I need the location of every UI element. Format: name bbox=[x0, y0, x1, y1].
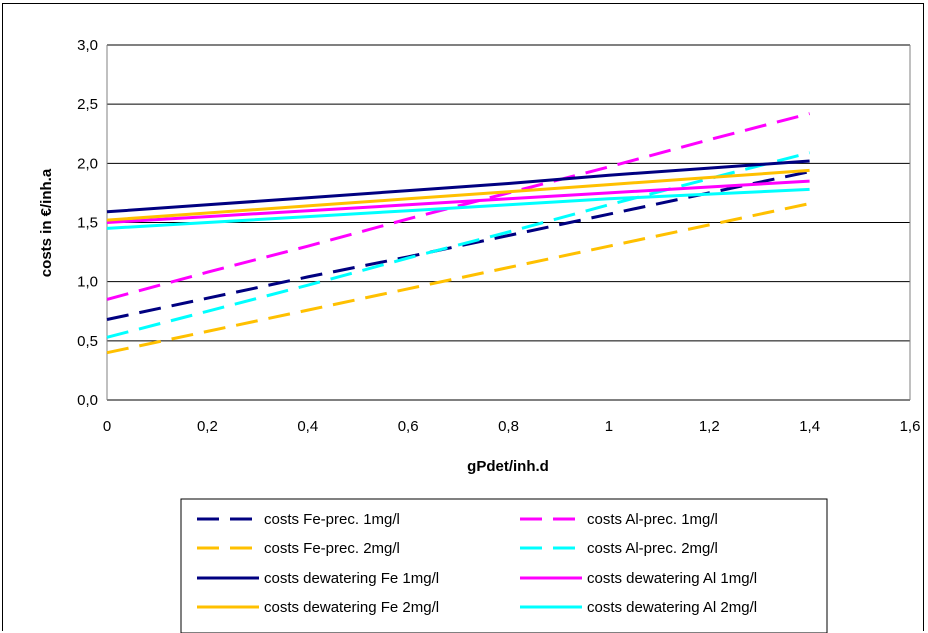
grid-lines bbox=[107, 44, 910, 401]
x-tick-label: 0 bbox=[103, 418, 111, 435]
x-tick-label: 0,8 bbox=[498, 418, 519, 435]
legend-label: costs dewatering Fe 1mg/l bbox=[264, 570, 439, 587]
x-tick-label: 1,2 bbox=[699, 418, 720, 435]
x-tick-label: 0,6 bbox=[398, 418, 419, 435]
x-tick-labels: 0 0,2 0,4 0,6 0,8 1 1,2 1,4 1,6 bbox=[103, 418, 921, 435]
legend-label: costs dewatering Fe 2mg/l bbox=[264, 599, 439, 616]
y-tick-labels: 0,0 0,5 1,0 1,5 2,0 2,5 3,0 bbox=[77, 37, 98, 409]
y-axis-title: costs in €/inh.a bbox=[38, 168, 55, 277]
y-tick-label: 1,5 bbox=[77, 215, 98, 232]
legend-label: costs Al-prec. 2mg/l bbox=[587, 540, 718, 557]
series-line-1 bbox=[106, 170, 810, 321]
y-tick-label: 0,0 bbox=[77, 392, 98, 409]
y-tick-label: 0,5 bbox=[77, 333, 98, 350]
series-line-3 bbox=[106, 202, 810, 355]
x-tick-label: 1 bbox=[605, 418, 613, 435]
series-line-8 bbox=[106, 187, 810, 230]
y-tick-label: 3,0 bbox=[77, 37, 98, 54]
legend: costs Fe-prec. 1mg/l costs Al-prec. 1mg/l… bbox=[180, 498, 828, 633]
series-line-7 bbox=[106, 168, 810, 222]
x-axis-title: gPdet/inh.d bbox=[467, 458, 549, 475]
y-tick-label: 2,5 bbox=[77, 96, 98, 113]
x-tick-label: 1,6 bbox=[900, 418, 921, 435]
legend-label: costs dewatering Al 2mg/l bbox=[587, 599, 757, 616]
legend-label: costs Fe-prec. 2mg/l bbox=[264, 540, 400, 557]
series-line-5 bbox=[106, 159, 810, 214]
series-line-4 bbox=[106, 151, 810, 339]
legend-box bbox=[180, 498, 828, 633]
legend-label: costs Al-prec. 1mg/l bbox=[587, 511, 718, 528]
series-line-6 bbox=[106, 179, 810, 224]
x-tick-label: 1,4 bbox=[799, 418, 820, 435]
series-layer bbox=[106, 112, 810, 355]
x-tick-label: 0,4 bbox=[297, 418, 318, 435]
x-tick-label: 0,2 bbox=[197, 418, 218, 435]
legend-label: costs Fe-prec. 1mg/l bbox=[264, 511, 400, 528]
series-line-2 bbox=[106, 112, 810, 301]
chart-frame bbox=[2, 3, 924, 631]
y-tick-label: 2,0 bbox=[77, 155, 98, 172]
y-tick-label: 1,0 bbox=[77, 274, 98, 291]
legend-label: costs dewatering Al 1mg/l bbox=[587, 570, 757, 587]
